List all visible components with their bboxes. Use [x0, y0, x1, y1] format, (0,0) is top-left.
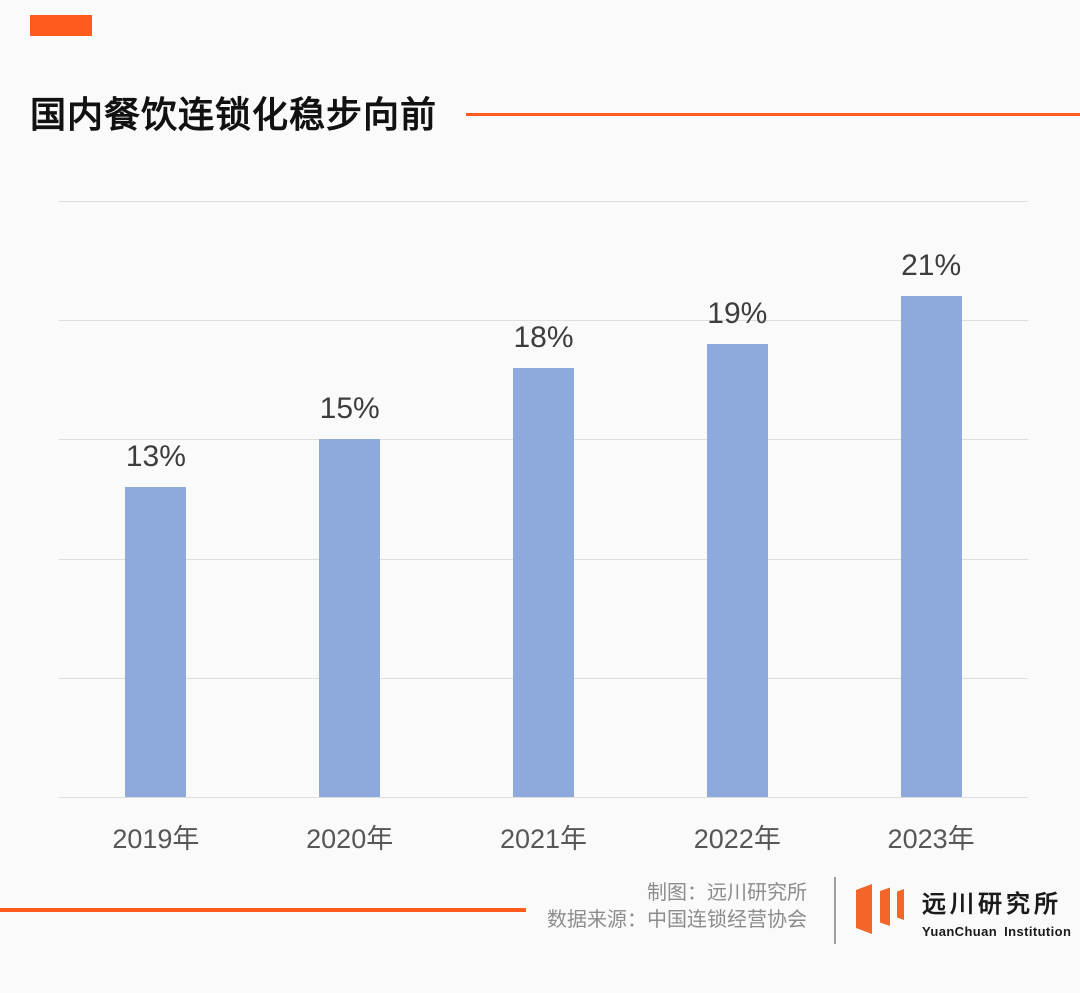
credit-data-source: 数据来源：中国连锁经营协会 — [547, 909, 807, 931]
x-axis-label: 2019年 — [112, 824, 200, 854]
logo-text: 远川研究所 YuanChuan Institution — [922, 882, 1071, 939]
logo-name-en: YuanChuan Institution — [922, 924, 1072, 939]
bar-value-label: 18% — [513, 320, 574, 354]
title-underline — [466, 113, 1080, 116]
chart-title: 国内餐饮连锁化稳步向前 — [30, 94, 438, 135]
bar-value-label: 21% — [901, 249, 962, 283]
credit-chart-by: 制图：远川研究所 — [647, 882, 807, 904]
bar-2023年 — [900, 296, 962, 797]
footer-divider — [834, 877, 836, 944]
bar-2020年 — [319, 439, 381, 797]
x-axis-label: 2020年 — [306, 824, 394, 854]
gridline — [59, 320, 1028, 322]
bar-value-label: 15% — [319, 392, 380, 426]
gridline — [59, 201, 1028, 202]
bar-2022年 — [706, 344, 768, 797]
bar-2019年 — [125, 487, 187, 797]
x-axis-label: 2021年 — [499, 824, 588, 854]
x-axis-label: 2023年 — [887, 824, 975, 854]
gridline — [59, 797, 1028, 798]
plot-area: 13% 2019年 15% 2020年 18% 2021年 19% 2022年 21% 2023年 — [59, 201, 1028, 854]
yuanchuan-logo: 远川研究所 YuanChuan Institution — [856, 882, 1071, 939]
bar-value-label: 13% — [125, 440, 186, 474]
bar-value-label: 19% — [707, 297, 768, 331]
header-accent-rect — [30, 15, 92, 36]
x-axis-label: 2022年 — [693, 824, 781, 854]
bar-2021年 — [513, 367, 574, 797]
footer-underline — [0, 908, 526, 912]
yuanchuan-logo-icon — [856, 884, 904, 934]
footer-credits: 制图：远川研究所 数据来源：中国连锁经营协会 — [547, 880, 807, 934]
logo-name-cn: 远川研究所 — [922, 891, 1062, 918]
